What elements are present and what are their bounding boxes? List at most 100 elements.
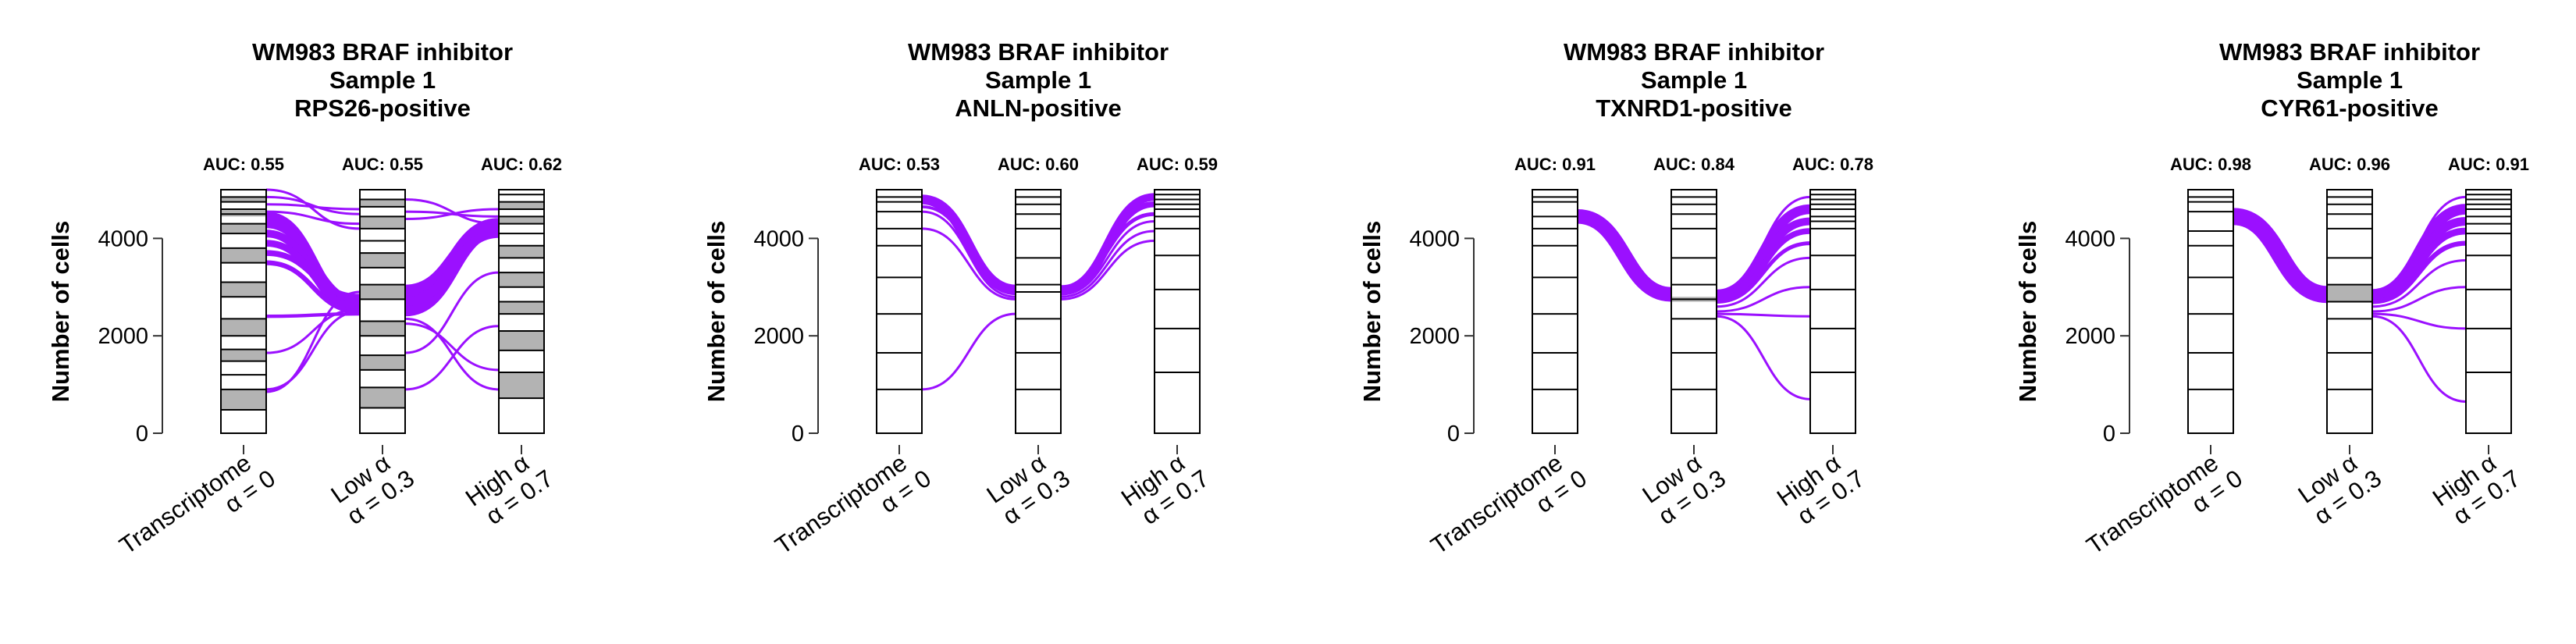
y-tick-label: 0 [1447, 422, 1460, 447]
stratum-highlight [499, 201, 544, 209]
x-tick-label: Low αα = 0.3 [982, 449, 1075, 530]
x-tick-label: High αα = 0.7 [2428, 449, 2525, 530]
stratum-highlight [360, 387, 405, 408]
flow-ribbon [265, 188, 361, 230]
chart-title-line-2: Sample 1 [1641, 66, 1747, 94]
stratum-highlight [499, 245, 544, 258]
chart-title-line-1: WM983 BRAF inhibitor [2219, 38, 2480, 66]
auc-label: AUC: 0.91 [2448, 155, 2529, 174]
stratum-outline [2465, 189, 2512, 434]
stratum-column-3 [1809, 189, 1856, 434]
y-tick-label: 2000 [753, 324, 804, 349]
flow-ribbon [921, 205, 1016, 289]
y-tick-label: 0 [136, 422, 148, 447]
stratum-highlight [360, 284, 405, 300]
flow-ribbon [2371, 315, 2467, 403]
stratum-outline [2326, 189, 2373, 434]
stratum-highlight [499, 301, 544, 315]
y-tick-label: 0 [792, 422, 804, 447]
flow-ribbon [1716, 312, 1811, 318]
flows [2232, 195, 2467, 403]
chart-title-line-2: Sample 1 [329, 66, 436, 94]
flow-ribbon [2371, 240, 2467, 304]
auc-label: AUC: 0.59 [1137, 155, 1218, 174]
auc-label: AUC: 0.62 [481, 155, 562, 174]
stratum-highlight [221, 389, 266, 411]
y-tick-label: 0 [2103, 422, 2115, 447]
stratum-background [2327, 190, 2372, 433]
stratum-outline [359, 189, 406, 434]
flow-ribbon [2371, 286, 2467, 313]
stratum-highlight [221, 197, 266, 202]
x-tick-label: Low αα = 0.3 [326, 449, 419, 530]
y-axis-title: Number of cells [703, 221, 730, 403]
flow-ribbon [1716, 195, 1811, 294]
auc-label: AUC: 0.98 [2170, 155, 2251, 174]
x-tick-label: Low αα = 0.3 [2293, 449, 2386, 530]
flow-ribbon [921, 210, 1016, 298]
flow-ribbon [1716, 315, 1811, 400]
flow-ribbon [1716, 241, 1811, 304]
stratum-column-1 [220, 189, 267, 434]
y-tick-label: 4000 [2065, 226, 2115, 251]
flow-ribbon [1577, 212, 1672, 300]
stratum-background [2188, 190, 2233, 433]
flows [1577, 195, 1811, 400]
stratum-highlight [360, 355, 405, 370]
stratum-column-3 [2465, 189, 2512, 434]
x-tick-label: Low αα = 0.3 [1638, 449, 1731, 530]
chart-title-line-3: ANLN-positive [955, 94, 1122, 122]
flow-ribbon [265, 308, 361, 354]
flow-ribbon [404, 221, 500, 295]
auc-label: AUC: 0.55 [342, 155, 423, 174]
stratum-highlight [360, 321, 405, 336]
y-axis: 0 2000 4000 [753, 226, 819, 447]
flow-ribbon [404, 317, 500, 391]
flow-ribbon [404, 197, 500, 226]
flow-ribbon [1060, 220, 1155, 296]
chart-title-line-2: Sample 1 [985, 66, 1091, 94]
stratum-outline [1154, 189, 1201, 434]
stratum-column-3 [498, 189, 545, 434]
y-axis-title: Number of cells [2014, 221, 2041, 403]
chart-title-line-3: TXNRD1-positive [1596, 94, 1791, 122]
flow-ribbon [2371, 258, 2467, 308]
stratum-background [2466, 190, 2511, 433]
auc-label: AUC: 0.60 [998, 155, 1079, 174]
y-tick-label: 4000 [753, 226, 804, 251]
flow-ribbon [404, 325, 500, 391]
stratum-highlight [2327, 284, 2372, 302]
flow-ribbon [1060, 240, 1155, 301]
auc-label: AUC: 0.84 [1653, 155, 1735, 174]
flow-ribbon [2371, 227, 2467, 303]
stratum-highlight [499, 216, 544, 224]
flow-ribbon [921, 227, 1016, 301]
stratum-column-1 [876, 189, 923, 434]
flow-ribbon [265, 203, 361, 211]
y-axis: 0 2000 4000 [2065, 226, 2130, 447]
stratum-column-3 [1154, 189, 1201, 434]
stratum-highlight [360, 253, 405, 268]
stratum-background [1016, 190, 1061, 433]
stratum-background [1810, 190, 1856, 433]
chart-title-line-3: CYR61-positive [2261, 94, 2438, 122]
stratum-column-2 [2326, 189, 2373, 434]
chart-title-line-1: WM983 BRAF inhibitor [252, 38, 513, 66]
y-tick-label: 2000 [2065, 324, 2115, 349]
stratum-highlight [499, 330, 544, 350]
stratum-column-2 [1670, 189, 1717, 434]
flows [921, 193, 1155, 391]
flow-ribbon [1060, 212, 1155, 290]
stratum-outline [876, 189, 923, 434]
x-tick-label: High αα = 0.7 [1116, 449, 1214, 530]
stratum-outline [498, 189, 545, 434]
stratum-column-2 [1015, 189, 1062, 434]
stratum-highlight [221, 247, 266, 263]
flow-ribbon [404, 271, 500, 354]
stratum-column-2 [359, 189, 406, 434]
